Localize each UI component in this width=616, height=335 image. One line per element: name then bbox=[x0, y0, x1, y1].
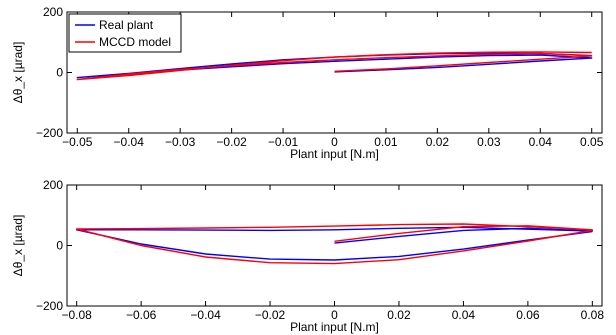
x-tick-label: 0 bbox=[331, 308, 338, 322]
chart-panel-1: −0.05 −0.04 −0.03 −0.02 −0.01 0 0.01 0.02 0.03 0.… bbox=[11, 5, 604, 161]
x-tick-label: 0.05 bbox=[580, 135, 604, 149]
y-axis-label: Δθ_x [µrad] bbox=[11, 42, 25, 104]
legend-label: MCCD model bbox=[99, 35, 171, 49]
x-tick-label: 0.06 bbox=[516, 308, 540, 322]
chart-panel-2: −0.08 −0.06 −0.04 −0.02 0 0.02 0.04 0.06 0.08 −20… bbox=[11, 178, 604, 334]
x-tick-label: 0.03 bbox=[477, 135, 501, 149]
plot-area-frame bbox=[66, 184, 603, 307]
series-line-mccd-model bbox=[75, 223, 593, 265]
y-axis-label: Δθ_x [µrad] bbox=[11, 215, 25, 277]
x-tick-label: −0.05 bbox=[62, 135, 93, 149]
y-tick-label: 200 bbox=[43, 178, 63, 192]
x-tick-label: 0.08 bbox=[581, 308, 605, 322]
x-tick-label: −0.02 bbox=[216, 135, 247, 149]
legend-label: Real plant bbox=[99, 18, 154, 32]
y-tick-label: 200 bbox=[43, 5, 63, 19]
y-tick-label: −200 bbox=[36, 299, 63, 313]
x-tick-label: 0.02 bbox=[426, 135, 450, 149]
x-tick-label: −0.01 bbox=[268, 135, 299, 149]
x-tick-label: 0 bbox=[331, 135, 338, 149]
x-axis-label: Plant input [N.m] bbox=[290, 320, 379, 334]
x-tick-label: 0.02 bbox=[387, 308, 411, 322]
series-line-real-plant bbox=[75, 226, 593, 261]
x-tick-label: −0.02 bbox=[255, 308, 286, 322]
x-tick-label: −0.08 bbox=[61, 308, 92, 322]
x-tick-label: −0.04 bbox=[114, 135, 145, 149]
x-tick-label: 0.01 bbox=[374, 135, 398, 149]
x-tick-label: −0.03 bbox=[165, 135, 196, 149]
legend: Real plant MCCD model bbox=[68, 13, 182, 53]
x-axis-label: Plant input [N.m] bbox=[290, 147, 379, 161]
x-tick-label: −0.04 bbox=[190, 308, 221, 322]
series-line-mccd-model bbox=[76, 51, 593, 81]
legend-box bbox=[68, 13, 182, 53]
y-tick-label: −200 bbox=[36, 126, 63, 140]
x-tick-label: 0.04 bbox=[529, 135, 553, 149]
x-tick-label: 0.04 bbox=[452, 308, 476, 322]
y-tick-label: 0 bbox=[56, 66, 63, 80]
x-tick-label: −0.06 bbox=[126, 308, 157, 322]
y-tick-label: 0 bbox=[56, 239, 63, 253]
